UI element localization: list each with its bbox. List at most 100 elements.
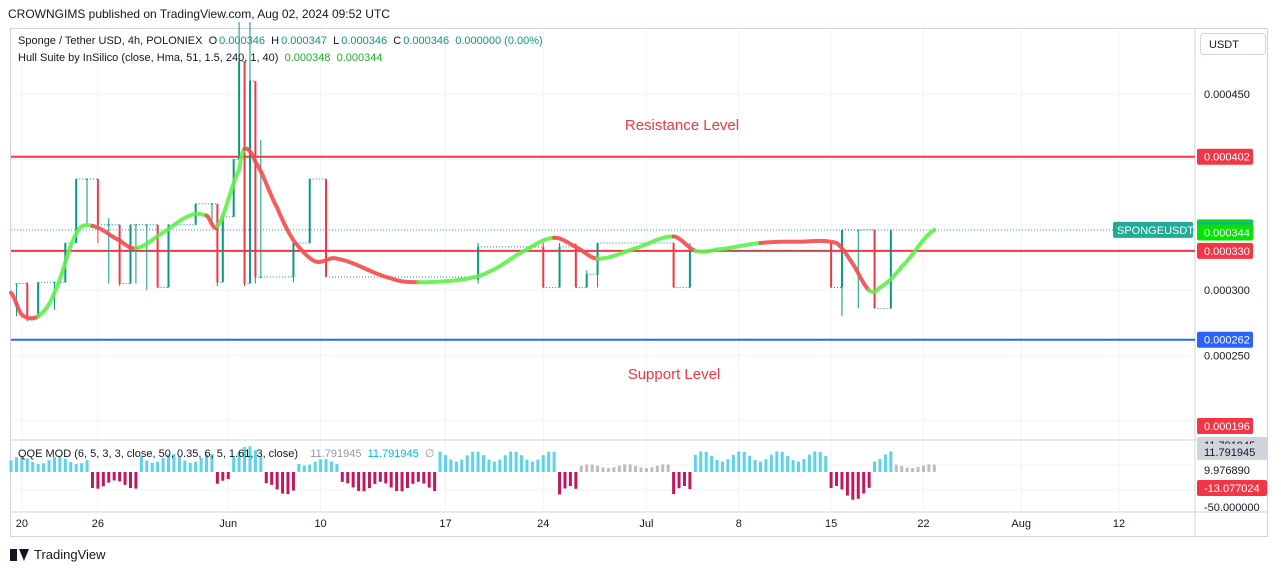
qqe-bar <box>134 472 138 489</box>
candle-body <box>873 229 876 309</box>
qqe-bar <box>47 460 51 472</box>
qqe-bar <box>563 472 567 489</box>
qqe-bar <box>367 472 371 489</box>
qqe-bar <box>454 461 458 472</box>
x-axis-tick: 17 <box>439 518 451 530</box>
qqe-bar <box>596 465 600 472</box>
publisher-line: CROWNGIMS published on TradingView.com, … <box>8 7 390 21</box>
symbol-legend: Sponge / Tether USD, 4h, POLONIEX O 0.000… <box>18 35 543 47</box>
qqe-bar <box>585 464 589 472</box>
price-label: 0.000196 <box>1204 421 1250 433</box>
annotation-resistance: Resistance Level <box>625 117 739 134</box>
qqe-bar <box>232 457 236 472</box>
qqe-bar <box>536 459 540 472</box>
qqe-bar <box>427 472 431 488</box>
qqe-bar <box>710 455 714 472</box>
qqe-bar <box>927 464 931 472</box>
qqe-bar <box>253 450 257 472</box>
qqe-bar <box>498 459 502 472</box>
qqe-bar <box>514 451 518 472</box>
qqe-bar <box>264 472 268 484</box>
qqe-bar <box>791 460 795 472</box>
candle-body <box>37 282 40 317</box>
annotation-support: Support Level <box>628 366 721 383</box>
qqe-bar <box>183 460 187 472</box>
qqe-bar <box>845 472 849 496</box>
candle-body <box>840 229 843 288</box>
qqe-bar <box>405 472 409 489</box>
candle-body <box>325 178 328 277</box>
qqe-bar <box>438 451 442 472</box>
x-axis-tick: Aug <box>1011 518 1031 530</box>
y-axis-tick-0000450: 0.000450 <box>1204 89 1250 101</box>
qqe-bar <box>720 461 724 472</box>
candle-body <box>574 246 577 288</box>
qqe-bar <box>471 451 475 472</box>
qqe-bar <box>612 467 616 472</box>
price-label-bg <box>1197 242 1253 259</box>
x-axis-tick: 8 <box>736 518 742 530</box>
qqe-bar <box>395 472 399 491</box>
qqe-bar <box>275 472 279 490</box>
candle-body <box>672 243 675 288</box>
hull-line-segment <box>242 146 421 285</box>
qqe-bar <box>9 460 13 472</box>
qqe-bar <box>628 464 632 472</box>
symbol-name: Sponge / Tether USD, 4h, POLONIEX <box>18 35 203 47</box>
price-label-bg <box>1197 331 1253 348</box>
x-axis-tick: 26 <box>92 518 104 530</box>
qqe-bar <box>259 455 263 472</box>
qqe-bar <box>215 472 219 484</box>
qqe-bar <box>107 472 111 483</box>
qqe-bar <box>340 472 344 482</box>
qqe-bar <box>753 460 757 472</box>
qqe-bar <box>384 472 388 484</box>
footer-brand: TradingView <box>10 547 106 562</box>
change-value: 0.000000 (0.00%) <box>455 35 543 47</box>
currency-button[interactable]: USDT <box>1200 33 1266 55</box>
candle-body <box>129 224 132 284</box>
qqe-bar <box>786 455 790 472</box>
qqe-bar <box>682 472 686 487</box>
qqe-bar <box>520 455 524 472</box>
qqe-bar <box>759 461 763 472</box>
hull-line-segment <box>215 146 247 228</box>
candle-body <box>558 246 561 288</box>
qqe-bar <box>932 464 936 472</box>
qqe-bar <box>199 457 203 472</box>
qqe-bar <box>161 458 165 472</box>
x-axis-tick: Jul <box>639 518 653 530</box>
qqe-bar <box>661 464 665 472</box>
qqe-bar <box>281 472 285 494</box>
qqe-bar <box>96 472 100 489</box>
x-axis-tick: 20 <box>16 518 28 530</box>
qqe-bar <box>25 458 29 472</box>
qqe-bar <box>329 461 333 472</box>
candle-body <box>243 61 246 284</box>
qqe-bar <box>112 472 116 481</box>
qqe-bar <box>139 456 143 472</box>
qqe-bar <box>905 467 909 472</box>
qqe-bar <box>433 472 437 492</box>
qqe-bar <box>503 455 507 472</box>
footer-brand-text: TradingView <box>34 547 106 562</box>
qqe-bar <box>85 460 89 472</box>
hull-line-segment <box>416 235 557 285</box>
qqe-bar <box>80 463 84 472</box>
candle-body <box>167 224 170 288</box>
candle-body <box>248 80 251 284</box>
qqe-bar <box>69 462 73 472</box>
qqe-bar <box>210 454 214 472</box>
candle-body <box>156 224 159 288</box>
qqe-bar <box>389 472 393 488</box>
qqe-bar <box>194 461 198 472</box>
low-label: L <box>333 35 340 47</box>
qqe-bar <box>291 472 295 491</box>
symbol-tag-bg <box>1113 221 1193 238</box>
qqe-label: -13.077024 <box>1204 483 1260 495</box>
candle-body <box>477 246 480 280</box>
candle-body <box>96 178 99 225</box>
qqe-bar <box>221 472 225 481</box>
hull-line-segment <box>133 211 209 251</box>
